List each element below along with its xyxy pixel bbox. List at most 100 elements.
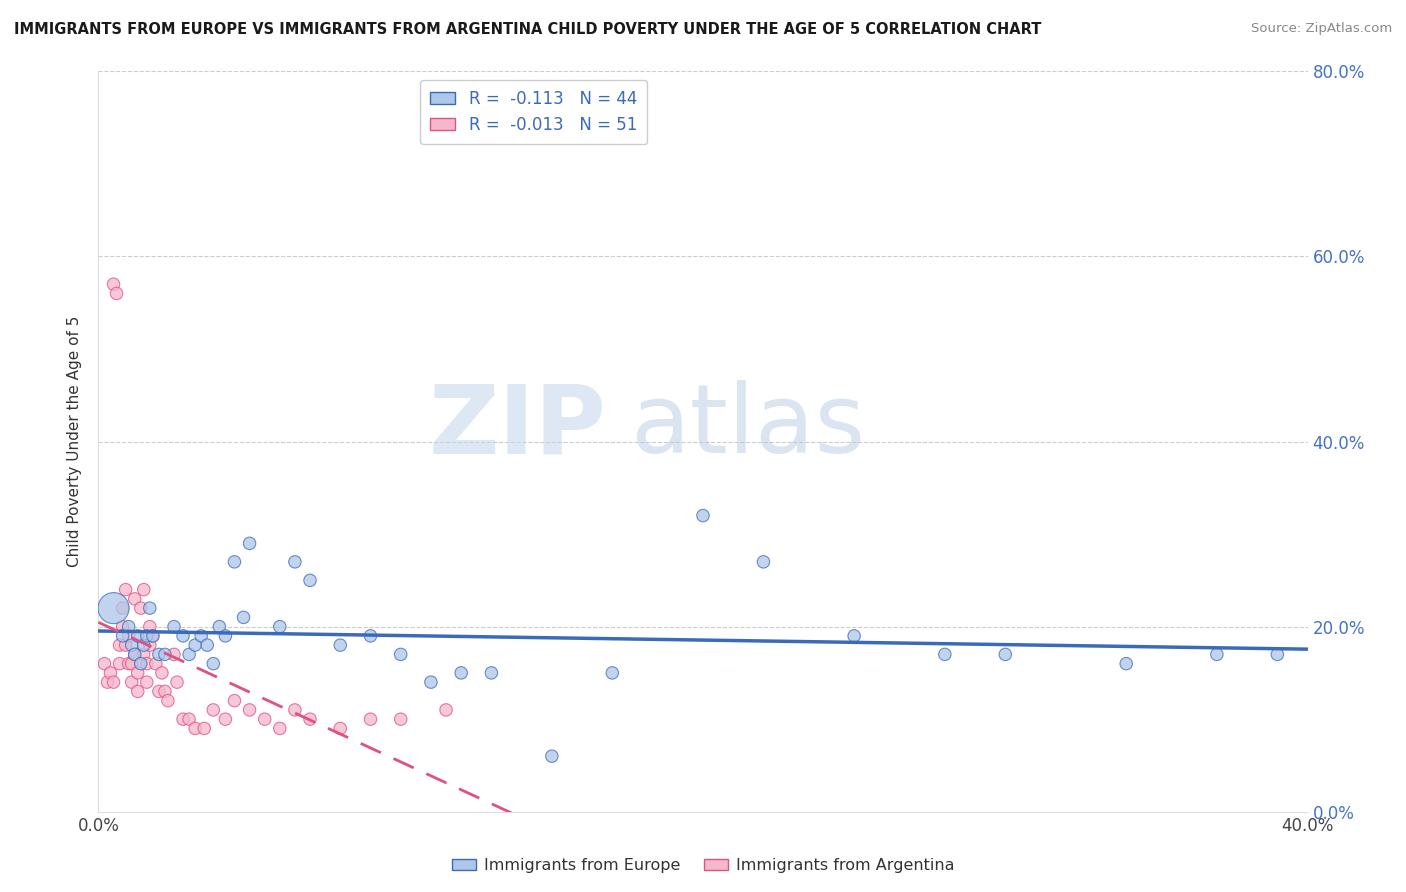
Point [179, 712, 201, 726]
Text: ZIP: ZIP [429, 380, 606, 474]
Point [103, 675, 125, 690]
Point [135, 657, 157, 671]
Point [108, 657, 131, 671]
Y-axis label: Child Poverty Under the Age of 5: Child Poverty Under the Age of 5 [67, 316, 83, 567]
Point [118, 657, 141, 671]
Point [239, 703, 262, 717]
Point [121, 657, 143, 671]
Point [329, 722, 352, 736]
Point [214, 629, 236, 643]
Point [389, 648, 412, 662]
Point [224, 694, 246, 708]
Point [195, 638, 218, 652]
Point [299, 574, 322, 588]
Point [139, 638, 162, 652]
Point [329, 638, 352, 652]
Point [190, 629, 212, 643]
Point [132, 648, 155, 662]
Point [103, 601, 125, 615]
Point [752, 555, 775, 569]
Point [114, 582, 136, 597]
Point [118, 629, 141, 643]
Point [148, 648, 170, 662]
Point [184, 722, 207, 736]
Point [127, 684, 149, 698]
Point [142, 629, 165, 643]
Point [1267, 648, 1289, 662]
Point [129, 657, 152, 671]
Point [193, 722, 215, 736]
Point [114, 638, 136, 652]
Point [127, 629, 149, 643]
Point [93, 657, 115, 671]
Point [602, 665, 624, 680]
Point [96, 675, 118, 690]
Point [994, 648, 1017, 662]
Point [184, 638, 207, 652]
Point [100, 665, 122, 680]
Point [153, 648, 176, 662]
Point [148, 684, 170, 698]
Point [179, 648, 201, 662]
Legend: R =  -0.113   N = 44, R =  -0.013   N = 51: R = -0.113 N = 44, R = -0.013 N = 51 [420, 79, 647, 144]
Point [108, 638, 131, 652]
Point [360, 629, 382, 643]
Point [132, 582, 155, 597]
Legend: Immigrants from Europe, Immigrants from Argentina: Immigrants from Europe, Immigrants from … [446, 852, 960, 880]
Point [124, 648, 146, 662]
Point [105, 286, 128, 301]
Point [121, 638, 143, 652]
Point [420, 675, 443, 690]
Point [135, 629, 157, 643]
Point [156, 694, 179, 708]
Point [434, 703, 457, 717]
Point [139, 601, 162, 615]
Point [124, 648, 146, 662]
Point [214, 712, 236, 726]
Point [150, 665, 173, 680]
Point [118, 619, 141, 633]
Point [450, 665, 472, 680]
Point [284, 703, 307, 717]
Point [135, 675, 157, 690]
Point [1206, 648, 1229, 662]
Point [111, 619, 134, 633]
Point [269, 722, 291, 736]
Point [111, 601, 134, 615]
Point [202, 703, 225, 717]
Point [253, 712, 276, 726]
Point [111, 629, 134, 643]
Point [1115, 657, 1137, 671]
Point [129, 601, 152, 615]
Point [481, 665, 503, 680]
Point [284, 555, 307, 569]
Point [389, 712, 412, 726]
Point [163, 648, 186, 662]
Point [103, 277, 125, 292]
Point [269, 619, 291, 633]
Point [139, 619, 162, 633]
Point [232, 610, 254, 624]
Point [163, 619, 186, 633]
Point [153, 684, 176, 698]
Point [172, 629, 194, 643]
Point [360, 712, 382, 726]
Point [208, 619, 231, 633]
Text: Source: ZipAtlas.com: Source: ZipAtlas.com [1251, 22, 1392, 36]
Point [239, 536, 262, 550]
Point [166, 675, 188, 690]
Point [121, 675, 143, 690]
Text: atlas: atlas [630, 380, 866, 474]
Point [124, 591, 146, 606]
Point [142, 629, 165, 643]
Point [127, 665, 149, 680]
Point [145, 657, 167, 671]
Point [132, 638, 155, 652]
Point [172, 712, 194, 726]
Point [844, 629, 866, 643]
Point [299, 712, 322, 726]
Text: IMMIGRANTS FROM EUROPE VS IMMIGRANTS FROM ARGENTINA CHILD POVERTY UNDER THE AGE : IMMIGRANTS FROM EUROPE VS IMMIGRANTS FRO… [14, 22, 1042, 37]
Point [224, 555, 246, 569]
Point [934, 648, 956, 662]
Point [202, 657, 225, 671]
